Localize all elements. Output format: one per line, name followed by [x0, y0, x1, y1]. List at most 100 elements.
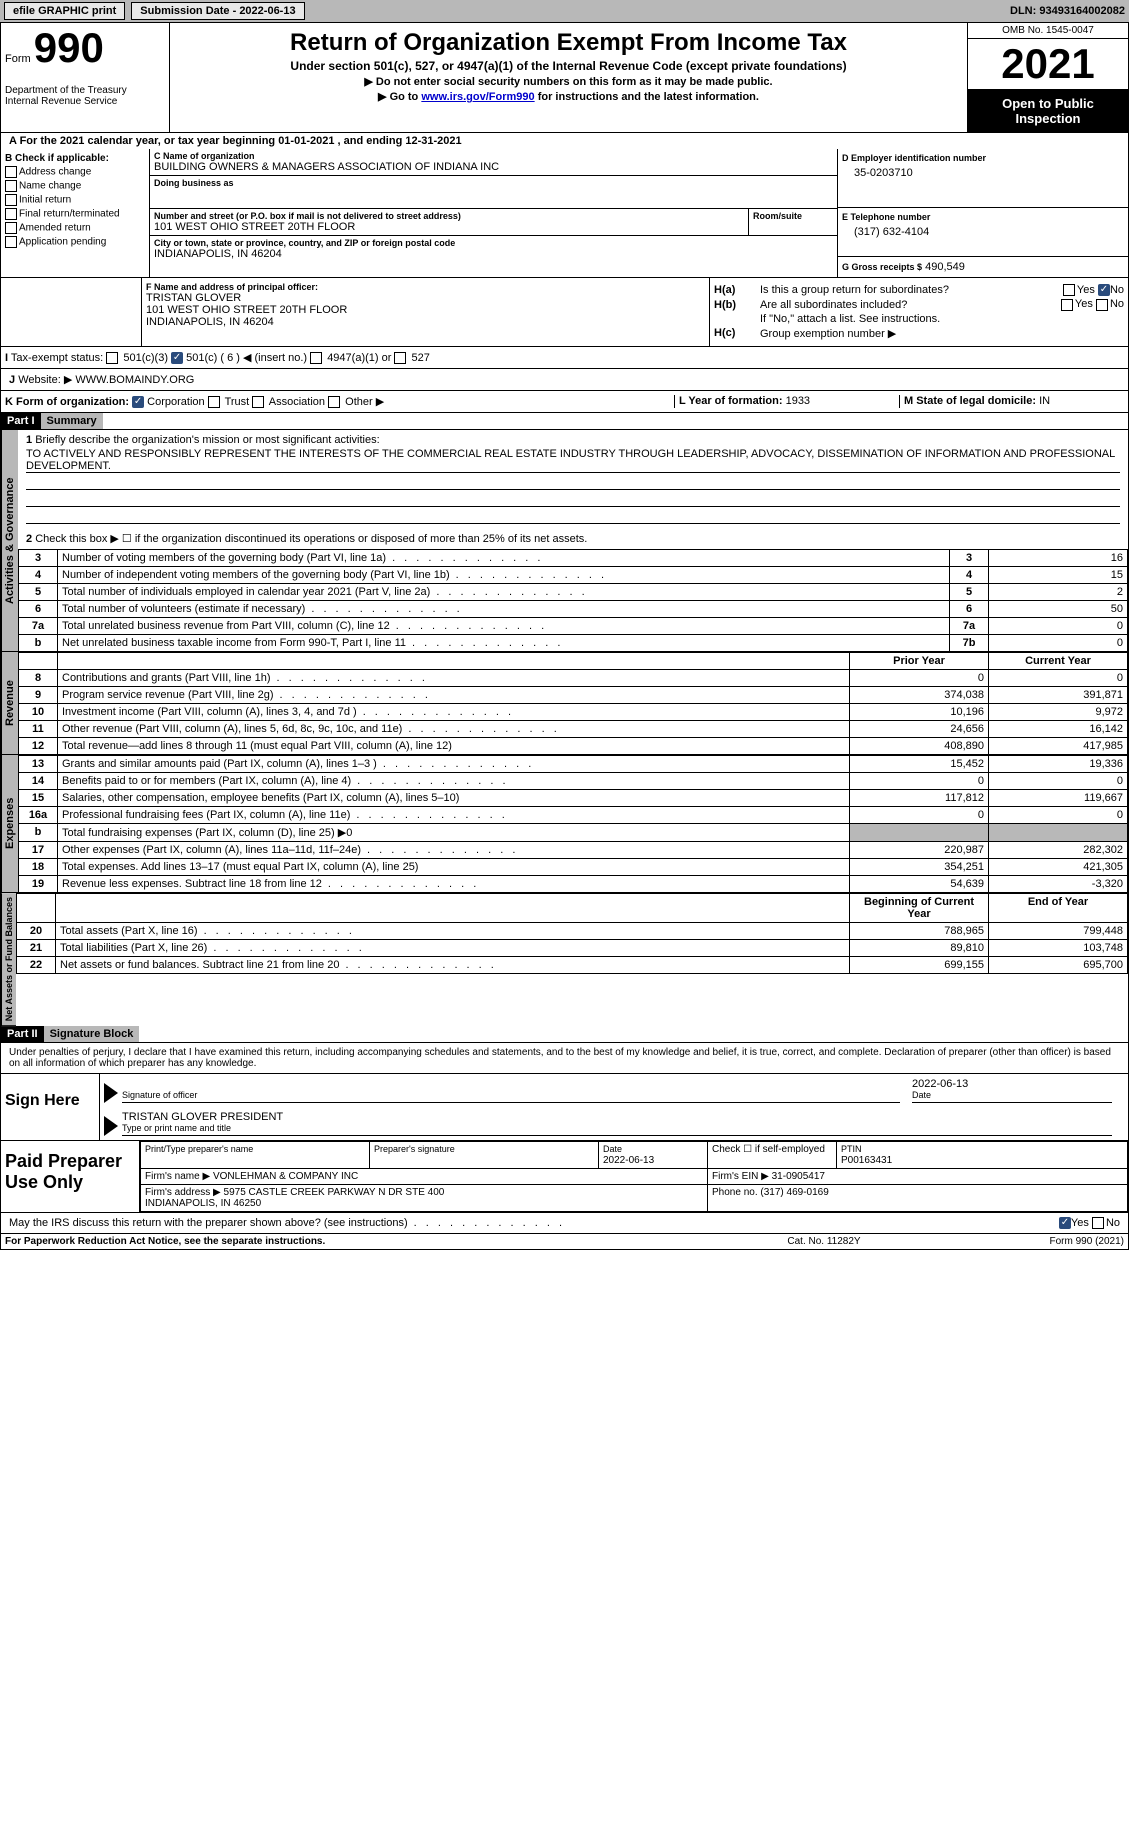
chk-assoc[interactable] — [252, 396, 264, 408]
org-name-label: C Name of organization — [154, 151, 833, 161]
sign-here-section: Sign Here Signature of officer 2022-06-1… — [1, 1074, 1128, 1141]
vtab-revenue: Revenue — [1, 652, 18, 755]
vtab-expenses: Expenses — [1, 755, 18, 893]
officer-name: TRISTAN GLOVER — [146, 292, 705, 304]
col-d-e-g: D Employer identification number 35-0203… — [837, 149, 1128, 277]
ha-no[interactable]: ✓ — [1098, 284, 1110, 296]
col-f-officer: F Name and address of principal officer:… — [142, 278, 709, 345]
dept-label: Department of the Treasury Internal Reve… — [5, 85, 165, 107]
submission-date-button[interactable]: Submission Date - 2022-06-13 — [131, 2, 304, 20]
vtab-netassets: Net Assets or Fund Balances — [1, 893, 16, 1026]
ein-label: D Employer identification number — [842, 153, 1124, 163]
opt-4947: 4947(a)(1) or — [327, 352, 391, 364]
hb-text: Are all subordinates included? — [760, 299, 1004, 311]
prep-sig-cell: Preparer's signature — [370, 1141, 599, 1168]
chk-527[interactable] — [394, 352, 406, 364]
line1-num: 1 — [26, 434, 32, 446]
chk-4947[interactable] — [310, 352, 322, 364]
chk-app-pending[interactable] — [5, 236, 17, 248]
ha-yes[interactable] — [1063, 284, 1075, 296]
netassets-section: Net Assets or Fund Balances Beginning of… — [1, 893, 1128, 1026]
note-ssn: Do not enter social security numbers on … — [174, 75, 963, 88]
firm-name-cell: Firm's name ▶ VONLEHMAN & COMPANY INC — [141, 1168, 708, 1184]
sig-arrow-icon — [104, 1083, 118, 1103]
officer-addr1: 101 WEST OHIO STREET 20TH FLOOR — [146, 304, 705, 316]
j-text: Website: ▶ — [18, 374, 72, 386]
col-c-org-info: C Name of organization BUILDING OWNERS &… — [150, 149, 837, 277]
chk-initial-return[interactable] — [5, 194, 17, 206]
vtab-activities: Activities & Governance — [1, 430, 18, 652]
hb-label: H(b) — [714, 299, 760, 311]
org-name: BUILDING OWNERS & MANAGERS ASSOCIATION O… — [154, 161, 833, 173]
chk-address-change[interactable] — [5, 166, 17, 178]
chk-lbl-0: Address change — [19, 167, 91, 178]
paid-preparer-section: Paid Preparer Use Only Print/Type prepar… — [1, 1141, 1128, 1213]
row-16a: 16aProfessional fundraising fees (Part I… — [19, 806, 1128, 823]
note-goto: Go to www.irs.gov/Form990 for instructio… — [174, 90, 963, 103]
k-label: K Form of organization: — [5, 396, 129, 408]
row-a-calendar-year: A For the 2021 calendar year, or tax yea… — [1, 133, 1128, 149]
ha-no-lbl: No — [1110, 284, 1124, 296]
open-to-public: Open to Public Inspection — [968, 90, 1128, 132]
street-value: 101 WEST OHIO STREET 20TH FLOOR — [154, 221, 744, 233]
hc-text: Group exemption number ▶ — [760, 327, 1124, 340]
section-f-h: F Name and address of principal officer:… — [1, 278, 1128, 346]
m-label: M State of legal domicile: — [904, 395, 1036, 407]
col-b-header: B Check if applicable: — [5, 153, 145, 164]
chk-other[interactable] — [328, 396, 340, 408]
chk-final-return[interactable] — [5, 208, 17, 220]
opt-other: Other ▶ — [345, 396, 384, 408]
opt-assoc: Association — [269, 396, 325, 408]
hb-yes[interactable] — [1061, 299, 1073, 311]
prep-self-cell: Check ☐ if self-employed — [708, 1141, 837, 1168]
sig-date-label: Date — [912, 1090, 1112, 1100]
ha-text: Is this a group return for subordinates? — [760, 284, 1004, 296]
part-i-title: Summary — [41, 413, 103, 429]
sig-date-value: 2022-06-13 — [912, 1078, 1112, 1090]
phone-value: (317) 632-4104 — [854, 226, 1124, 238]
chk-corp[interactable]: ✓ — [132, 396, 144, 408]
discuss-no[interactable] — [1092, 1217, 1104, 1229]
line2-num: 2 — [26, 533, 32, 545]
table-netassets: Beginning of Current YearEnd of Year 20T… — [16, 893, 1128, 974]
penalty-statement: Under penalties of perjury, I declare th… — [1, 1043, 1128, 1074]
mission-blank-2 — [26, 492, 1120, 507]
row-7b: bNet unrelated business taxable income f… — [19, 634, 1128, 651]
chk-lbl-3: Final return/terminated — [19, 209, 120, 220]
preparer-table: Print/Type preparer's name Preparer's si… — [140, 1141, 1128, 1212]
rev-header: Prior YearCurrent Year — [19, 652, 1128, 669]
name-label: Type or print name and title — [122, 1123, 1112, 1133]
line1-text: Briefly describe the organization's miss… — [35, 434, 379, 446]
chk-501c3[interactable] — [106, 352, 118, 364]
footer-paperwork: For Paperwork Reduction Act Notice, see … — [5, 1236, 724, 1247]
sign-here-label: Sign Here — [1, 1074, 100, 1140]
footer-formref: Form 990 (2021) — [924, 1236, 1124, 1247]
row-11: 11Other revenue (Part VIII, column (A), … — [19, 720, 1128, 737]
room-label: Room/suite — [753, 211, 833, 221]
mission-blank-3 — [26, 509, 1120, 524]
header-right: OMB No. 1545-0047 2021 Open to Public In… — [967, 23, 1128, 132]
row-16b: bTotal fundraising expenses (Part IX, co… — [19, 823, 1128, 841]
hb-no[interactable] — [1096, 299, 1108, 311]
row-6: 6Total number of volunteers (estimate if… — [19, 600, 1128, 617]
chk-amended[interactable] — [5, 222, 17, 234]
i-text: Tax-exempt status: — [11, 352, 103, 364]
chk-lbl-2: Initial return — [19, 195, 71, 206]
discuss-yes[interactable]: ✓ — [1059, 1217, 1071, 1229]
chk-501c[interactable]: ✓ — [171, 352, 183, 364]
chk-trust[interactable] — [208, 396, 220, 408]
row-4: 4Number of independent voting members of… — [19, 566, 1128, 583]
omb-number: OMB No. 1545-0047 — [968, 23, 1128, 39]
row-20: 20Total assets (Part X, line 16)788,9657… — [17, 922, 1128, 939]
efile-print-button[interactable]: efile GRAPHIC print — [4, 2, 125, 20]
table-revenue: Prior YearCurrent Year 8Contributions an… — [18, 652, 1128, 755]
irs-link[interactable]: www.irs.gov/Form990 — [421, 91, 534, 103]
officer-signature-field[interactable]: Signature of officer — [122, 1090, 900, 1103]
chk-name-change[interactable] — [5, 180, 17, 192]
row-8: 8Contributions and grants (Part VIII, li… — [19, 669, 1128, 686]
row-22: 22Net assets or fund balances. Subtract … — [17, 956, 1128, 973]
prep-ptin-cell: PTINP00163431 — [837, 1141, 1128, 1168]
prep-name-cell: Print/Type preparer's name — [141, 1141, 370, 1168]
i-label: I — [5, 352, 8, 364]
hc-label: H(c) — [714, 327, 760, 339]
